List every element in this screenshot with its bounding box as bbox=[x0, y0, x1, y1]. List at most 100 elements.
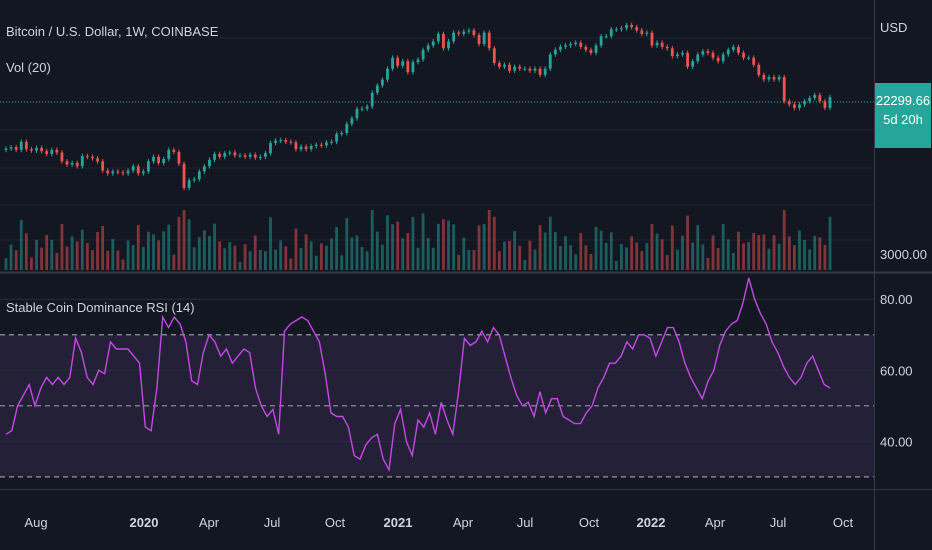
volume-bar bbox=[50, 239, 54, 270]
candle-body bbox=[452, 32, 456, 42]
volume-axis-tick: 3000.00 bbox=[880, 247, 927, 262]
volume-bar bbox=[401, 238, 405, 270]
candle-body bbox=[136, 166, 140, 174]
volume-bar bbox=[60, 223, 64, 270]
volume-bar bbox=[167, 224, 171, 270]
indicator-legend[interactable]: Stable Coin Dominance RSI (14) bbox=[6, 300, 195, 315]
volume-bar bbox=[731, 253, 735, 270]
volume-bar bbox=[640, 251, 644, 270]
volume-bar bbox=[686, 215, 689, 270]
candle-body bbox=[294, 142, 298, 150]
candle-body bbox=[106, 170, 110, 174]
candle-body bbox=[182, 163, 186, 188]
volume-bar bbox=[457, 254, 461, 270]
candle-body bbox=[442, 33, 445, 49]
candle-body bbox=[787, 101, 791, 105]
volume-bar bbox=[177, 216, 181, 270]
volume-bar bbox=[85, 243, 89, 270]
volume-bar bbox=[233, 245, 237, 270]
volume-bar bbox=[436, 223, 440, 270]
volume-bar bbox=[228, 242, 232, 270]
candle-body bbox=[548, 54, 552, 69]
volume-bar bbox=[808, 249, 812, 270]
volume-bar bbox=[208, 236, 211, 270]
volume-bar bbox=[304, 234, 308, 270]
volume-bar bbox=[147, 231, 150, 270]
volume-bar bbox=[213, 223, 216, 270]
volume-bar bbox=[650, 223, 654, 270]
volume-legend[interactable]: Vol (20) bbox=[6, 60, 51, 75]
volume-bar bbox=[40, 247, 44, 270]
rsi-line bbox=[5, 277, 831, 473]
candle-body bbox=[406, 61, 410, 73]
volume-bar bbox=[192, 247, 196, 270]
candle-body bbox=[202, 166, 206, 172]
volume-bar bbox=[492, 216, 496, 270]
volume-bar bbox=[365, 251, 369, 270]
candle-body bbox=[350, 118, 354, 124]
volume-bar bbox=[548, 216, 552, 270]
volume-bar bbox=[767, 248, 771, 270]
candle-body bbox=[24, 141, 28, 150]
candle-body bbox=[630, 24, 634, 28]
volume-bar bbox=[528, 240, 532, 270]
candle-body bbox=[187, 180, 191, 188]
volume-bar bbox=[45, 234, 49, 270]
volume-bar bbox=[269, 217, 272, 270]
volume-bar bbox=[14, 250, 18, 270]
candle-body bbox=[492, 48, 496, 63]
candle-body bbox=[299, 146, 303, 150]
candle-body bbox=[396, 57, 400, 66]
candle-body bbox=[782, 77, 786, 102]
candle-body bbox=[513, 66, 517, 71]
volume-bar bbox=[264, 251, 267, 270]
volume-bar bbox=[319, 243, 323, 270]
candle-body bbox=[233, 152, 237, 156]
volume-bars bbox=[4, 210, 832, 270]
volume-bar bbox=[421, 213, 425, 270]
candle-body bbox=[686, 52, 689, 67]
volume-bar bbox=[345, 217, 349, 270]
candle-body bbox=[533, 68, 537, 71]
volume-bar bbox=[411, 217, 415, 270]
chart-title[interactable]: Bitcoin / U.S. Dollar, 1W, COINBASE bbox=[6, 24, 219, 39]
volume-bar bbox=[299, 248, 303, 270]
volume-bar bbox=[197, 237, 201, 270]
volume-bar bbox=[792, 245, 796, 270]
volume-bar bbox=[121, 259, 125, 270]
candle-body bbox=[574, 42, 578, 45]
volume-bar bbox=[696, 225, 700, 270]
volume-bar bbox=[116, 250, 120, 270]
volume-bar bbox=[584, 245, 588, 270]
volume-bar bbox=[248, 251, 252, 270]
candle-body bbox=[721, 54, 725, 62]
time-tick-label: Oct bbox=[579, 515, 600, 530]
volume-bar bbox=[24, 233, 28, 270]
volume-bar bbox=[370, 210, 374, 270]
candle-body bbox=[747, 57, 751, 59]
candle-body bbox=[197, 171, 201, 180]
candle-body bbox=[91, 156, 94, 159]
candle-body bbox=[101, 161, 105, 171]
volume-bar bbox=[589, 254, 593, 270]
candle-body bbox=[335, 134, 339, 142]
volume-bar bbox=[747, 242, 751, 270]
volume-bar bbox=[757, 235, 761, 270]
candle-body bbox=[447, 41, 450, 49]
volume-bar bbox=[126, 240, 130, 270]
candle-body bbox=[80, 156, 84, 167]
candle-body bbox=[50, 149, 54, 154]
candle-body bbox=[426, 45, 430, 50]
rsi-grid bbox=[0, 298, 874, 442]
candle-body bbox=[462, 31, 466, 34]
volume-bar bbox=[19, 220, 23, 270]
bar-countdown: 5d 20h bbox=[883, 112, 923, 127]
candle-body bbox=[152, 156, 155, 162]
volume-bar bbox=[162, 231, 166, 270]
volume-bar bbox=[803, 240, 806, 270]
volume-bar bbox=[828, 216, 832, 270]
candle-body bbox=[436, 33, 440, 42]
candle-body bbox=[599, 36, 603, 46]
candle-body bbox=[65, 161, 69, 165]
